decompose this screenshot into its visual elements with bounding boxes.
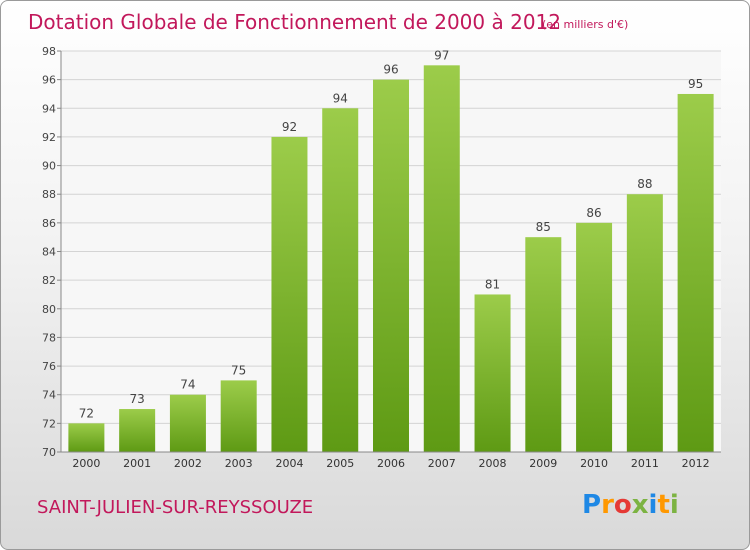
bar-2000 [68, 423, 105, 452]
x-tick-label: 2000 [72, 457, 100, 470]
y-tick-label: 78 [42, 331, 56, 344]
chart-title: Dotation Globale de Fonctionnement de 20… [28, 10, 561, 34]
data-label-2003: 75 [231, 363, 246, 377]
x-tick-label: 2005 [326, 457, 354, 470]
logo-letter: i [648, 490, 658, 520]
logo-letter: t [657, 490, 670, 520]
bar-2003 [220, 380, 257, 452]
data-label-2009: 85 [536, 220, 551, 234]
bar-2004 [271, 136, 308, 452]
data-label-2002: 74 [180, 378, 195, 392]
data-label-2007: 97 [434, 48, 449, 62]
chart-subtitle: (en milliers d'€) [542, 18, 629, 31]
data-label-2012: 95 [688, 77, 703, 91]
data-label-2010: 86 [586, 206, 601, 220]
bar-2006 [373, 79, 409, 453]
x-tick-label: 2007 [428, 457, 456, 470]
y-tick-label: 88 [42, 188, 56, 201]
x-tick-label: 2002 [174, 457, 202, 470]
y-tick-label: 86 [42, 217, 56, 230]
bar-2011 [626, 194, 663, 452]
proxiti-logo: Proxiti [582, 490, 679, 520]
y-tick-label: 98 [42, 45, 56, 58]
x-tick-label: 2011 [631, 457, 659, 470]
bar-2005 [322, 108, 359, 453]
bars [68, 65, 714, 453]
bar-2001 [119, 409, 156, 452]
y-axis: 70 72 74 76 78 80 82 84 86 88 90 92 94 96 98 [42, 45, 62, 459]
y-tick-label: 72 [42, 417, 56, 430]
bar-2007 [423, 65, 460, 453]
x-tick-label: 2004 [275, 457, 303, 470]
x-tick-label: 2009 [529, 457, 557, 470]
y-tick-label: 80 [42, 303, 56, 316]
logo-letter: o [613, 490, 632, 520]
y-tick-label: 74 [42, 389, 56, 402]
logo-letter: r [601, 490, 614, 520]
y-tick-label: 92 [42, 131, 56, 144]
x-tick-label: 2008 [479, 457, 507, 470]
x-tick-label: 2010 [580, 457, 608, 470]
logo-letter: x [631, 490, 649, 520]
commune-name: SAINT-JULIEN-SUR-REYSSOUZE [37, 497, 314, 518]
data-label-2001: 73 [130, 392, 145, 406]
x-tick-label: 2001 [123, 457, 151, 470]
data-label-2000: 72 [79, 406, 94, 420]
data-label-2005: 94 [333, 91, 348, 105]
y-tick-label: 96 [42, 74, 56, 87]
y-tick-label: 84 [42, 246, 56, 259]
data-label-2008: 81 [485, 277, 500, 291]
data-label-2006: 96 [383, 63, 398, 77]
data-label-2004: 92 [282, 120, 297, 134]
y-tick-label: 70 [42, 446, 56, 459]
x-tick-label: 2012 [682, 457, 710, 470]
bar-2009 [525, 237, 562, 452]
y-tick-label: 90 [42, 160, 56, 173]
data-label-2011: 88 [637, 177, 652, 191]
data-labels: 72 73 74 75 92 94 96 97 81 85 86 88 95 [79, 48, 704, 420]
bar-2010 [576, 222, 613, 452]
x-tick-label: 2003 [225, 457, 253, 470]
bar-2002 [169, 394, 206, 452]
logo-letter: P [582, 490, 602, 520]
logo-letter: i [669, 490, 679, 520]
y-tick-label: 94 [42, 102, 56, 115]
y-tick-label: 76 [42, 360, 56, 373]
bar-2008 [474, 294, 511, 452]
y-tick-label: 82 [42, 274, 56, 287]
x-axis: 2000 2001 2002 2003 2004 2005 2006 2007 2008 2009… [61, 451, 721, 470]
bar-2012 [677, 93, 714, 452]
x-tick-label: 2006 [377, 457, 405, 470]
